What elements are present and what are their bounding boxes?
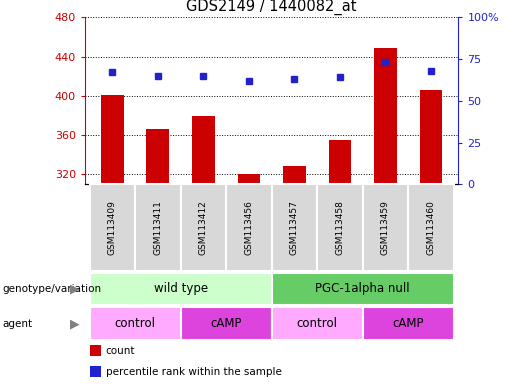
Text: ▶: ▶ bbox=[70, 317, 80, 330]
Text: wild type: wild type bbox=[153, 283, 208, 295]
Text: GSM113457: GSM113457 bbox=[290, 200, 299, 255]
Bar bbox=[90, 307, 181, 340]
Text: cAMP: cAMP bbox=[211, 317, 242, 330]
Text: control: control bbox=[114, 317, 156, 330]
Text: agent: agent bbox=[3, 318, 32, 329]
Text: GSM113412: GSM113412 bbox=[199, 200, 208, 255]
Text: GSM113456: GSM113456 bbox=[245, 200, 253, 255]
Bar bbox=[363, 184, 408, 271]
Text: GSM113409: GSM113409 bbox=[108, 200, 117, 255]
Bar bbox=[90, 273, 272, 305]
Text: control: control bbox=[297, 317, 338, 330]
Text: cAMP: cAMP bbox=[392, 317, 424, 330]
Bar bbox=[226, 184, 272, 271]
Bar bbox=[192, 116, 215, 184]
Bar bbox=[181, 307, 272, 340]
Text: percentile rank within the sample: percentile rank within the sample bbox=[106, 367, 282, 377]
Bar bbox=[181, 184, 226, 271]
Bar bbox=[272, 273, 454, 305]
Text: genotype/variation: genotype/variation bbox=[3, 284, 101, 294]
Title: GDS2149 / 1440082_at: GDS2149 / 1440082_at bbox=[186, 0, 357, 15]
Text: ▶: ▶ bbox=[70, 283, 80, 295]
Bar bbox=[317, 184, 363, 271]
Bar bbox=[146, 129, 169, 184]
Text: GSM113458: GSM113458 bbox=[335, 200, 345, 255]
Bar bbox=[363, 307, 454, 340]
Bar bbox=[283, 166, 306, 184]
Bar bbox=[101, 95, 124, 184]
Bar bbox=[135, 184, 181, 271]
Bar bbox=[374, 48, 397, 184]
Bar bbox=[420, 90, 442, 184]
Bar bbox=[272, 307, 363, 340]
Text: count: count bbox=[106, 346, 135, 356]
Bar bbox=[329, 140, 351, 184]
Bar bbox=[237, 174, 260, 184]
Bar bbox=[272, 184, 317, 271]
Text: GSM113460: GSM113460 bbox=[426, 200, 436, 255]
Text: GSM113459: GSM113459 bbox=[381, 200, 390, 255]
Bar bbox=[90, 184, 135, 271]
Bar bbox=[408, 184, 454, 271]
Text: GSM113411: GSM113411 bbox=[153, 200, 162, 255]
Text: PGC-1alpha null: PGC-1alpha null bbox=[315, 283, 410, 295]
